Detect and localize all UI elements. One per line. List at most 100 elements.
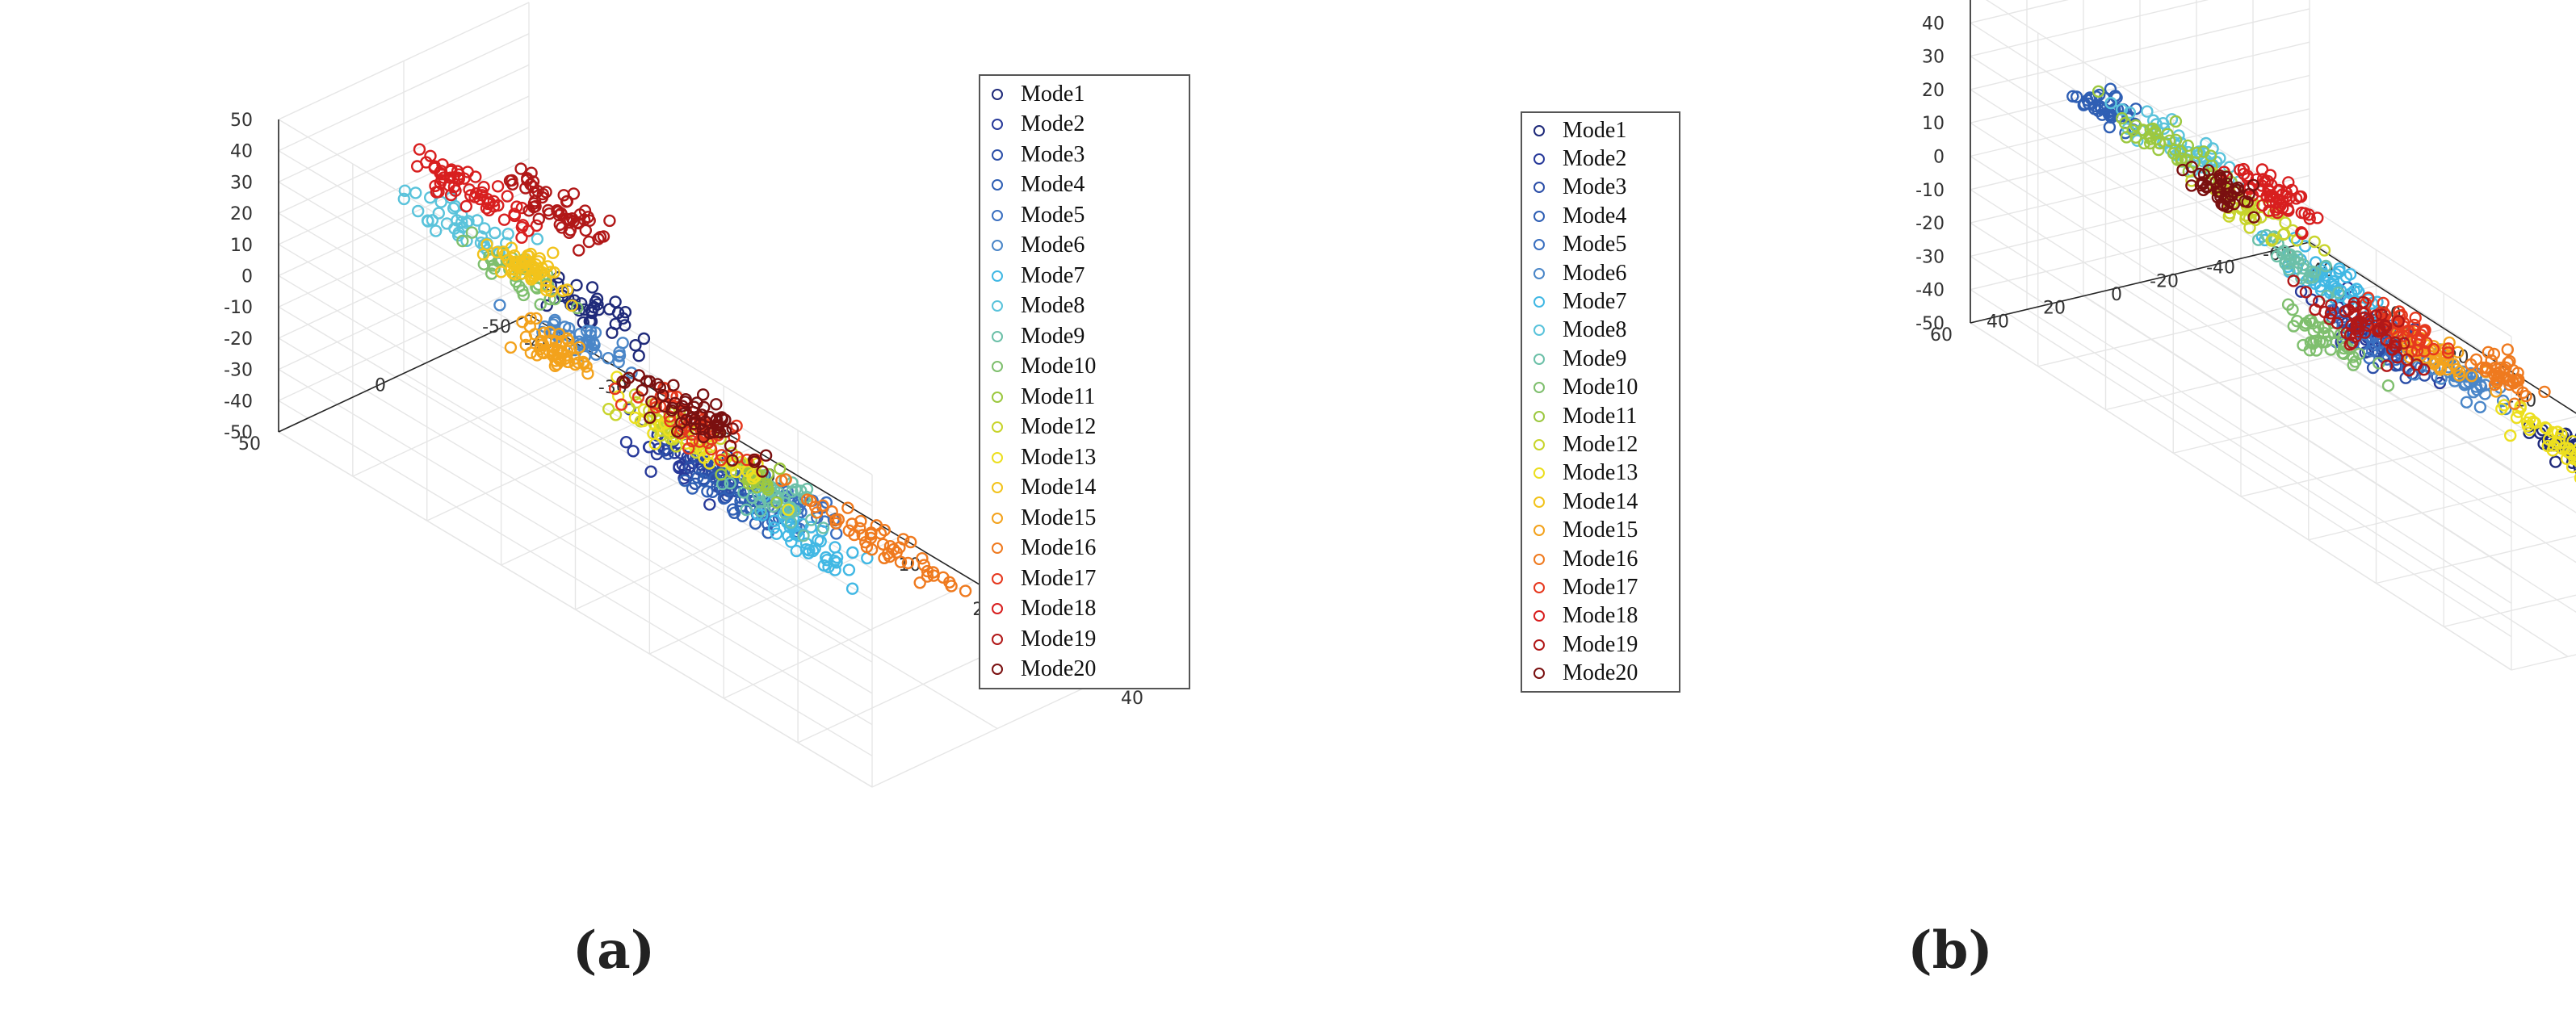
data-point xyxy=(686,434,699,448)
data-point xyxy=(710,413,724,426)
data-point xyxy=(461,165,474,178)
data-point xyxy=(691,471,704,484)
data-point xyxy=(926,566,940,579)
data-point xyxy=(696,423,709,436)
z-tick-label: 30 xyxy=(230,173,253,193)
y-tick-label: 60 xyxy=(1930,325,1953,346)
data-point xyxy=(2200,181,2213,194)
data-point xyxy=(710,398,723,411)
grid-line xyxy=(2037,285,2377,367)
data-point xyxy=(2409,312,2422,325)
legend-label: Mode1 xyxy=(1021,81,1085,107)
data-point xyxy=(697,430,710,444)
data-point xyxy=(770,527,783,540)
data-point xyxy=(2570,447,2576,460)
legend-marker-icon xyxy=(992,542,1003,555)
data-point xyxy=(631,391,645,404)
data-point xyxy=(671,425,684,438)
data-point xyxy=(2346,336,2359,350)
y-tick-label: -40 xyxy=(2206,258,2235,279)
data-point xyxy=(724,477,736,490)
legend-item: Mode15 xyxy=(1533,516,1671,544)
data-point xyxy=(788,504,802,517)
data-point xyxy=(2343,338,2356,351)
legend-label: Mode17 xyxy=(1563,574,1638,600)
legend-label: Mode13 xyxy=(1021,444,1097,470)
z-tick-label: -10 xyxy=(224,298,253,318)
data-point xyxy=(704,442,718,456)
data-point xyxy=(2380,359,2393,372)
data-point xyxy=(665,401,679,415)
data-point xyxy=(573,244,585,257)
data-point xyxy=(846,546,859,559)
legend-label: Mode1 xyxy=(1563,117,1627,143)
data-point xyxy=(554,354,567,367)
data-point xyxy=(430,224,443,237)
data-point xyxy=(476,189,489,202)
z-tick-label: -30 xyxy=(224,361,253,381)
data-point xyxy=(602,403,615,416)
data-point xyxy=(845,582,859,595)
legend-item: Mode11 xyxy=(1533,402,1671,430)
data-point xyxy=(689,422,702,435)
data-point xyxy=(2168,143,2182,157)
data-point xyxy=(653,418,666,432)
data-point xyxy=(647,427,660,440)
data-point xyxy=(2234,163,2247,177)
legend-item: Mode10 xyxy=(1533,374,1671,402)
data-point xyxy=(2467,386,2480,399)
data-point xyxy=(761,467,774,481)
legend-label: Mode18 xyxy=(1021,596,1097,622)
data-point xyxy=(2561,446,2574,459)
data-point xyxy=(756,465,769,478)
grid-line xyxy=(2511,654,2576,671)
data-point xyxy=(420,156,433,169)
legend-label: Mode2 xyxy=(1563,146,1627,172)
legend-label: Mode19 xyxy=(1021,626,1097,651)
data-point xyxy=(658,400,671,413)
y-tick-label: 0 xyxy=(375,376,386,396)
data-point xyxy=(2568,453,2576,466)
legend-label: Mode4 xyxy=(1021,172,1085,198)
data-point xyxy=(724,439,737,452)
legend-item: Mode6 xyxy=(992,231,1181,262)
data-point xyxy=(2542,433,2556,446)
data-point xyxy=(2302,208,2315,221)
data-point xyxy=(2485,354,2498,367)
data-point xyxy=(651,378,664,391)
data-point xyxy=(2286,303,2299,316)
legend-item: Mode16 xyxy=(992,534,1181,564)
legend-marker-icon xyxy=(992,270,1003,282)
data-point xyxy=(740,454,753,467)
data-point xyxy=(524,270,537,283)
data-point xyxy=(2324,343,2337,356)
legend-label: Mode2 xyxy=(1021,111,1085,137)
data-point xyxy=(487,259,500,272)
legend-item: Mode12 xyxy=(1533,430,1671,459)
data-point xyxy=(540,299,553,312)
data-point xyxy=(464,189,477,202)
legend-marker-icon xyxy=(1533,639,1545,651)
data-point xyxy=(2220,170,2233,183)
data-point xyxy=(859,536,872,549)
z-tick-label: -40 xyxy=(224,392,253,412)
data-point xyxy=(501,228,514,241)
data-point xyxy=(515,231,528,244)
data-point xyxy=(2129,119,2142,132)
legend-label: Mode9 xyxy=(1563,346,1627,371)
legend-label: Mode15 xyxy=(1563,517,1638,543)
data-point xyxy=(876,538,890,551)
data-point xyxy=(524,247,537,261)
z-tick-label: 0 xyxy=(1933,148,1945,168)
z-tick-label: -50 xyxy=(224,423,253,443)
data-point xyxy=(2153,136,2166,150)
data-point xyxy=(501,190,514,203)
data-point xyxy=(737,486,750,499)
data-point xyxy=(2243,221,2256,234)
data-point xyxy=(2391,351,2404,364)
legend-item: Mode7 xyxy=(1533,287,1671,316)
data-point xyxy=(943,576,956,588)
grid-line xyxy=(352,358,604,477)
legend-marker-icon xyxy=(992,240,1003,252)
data-point xyxy=(2469,353,2483,366)
